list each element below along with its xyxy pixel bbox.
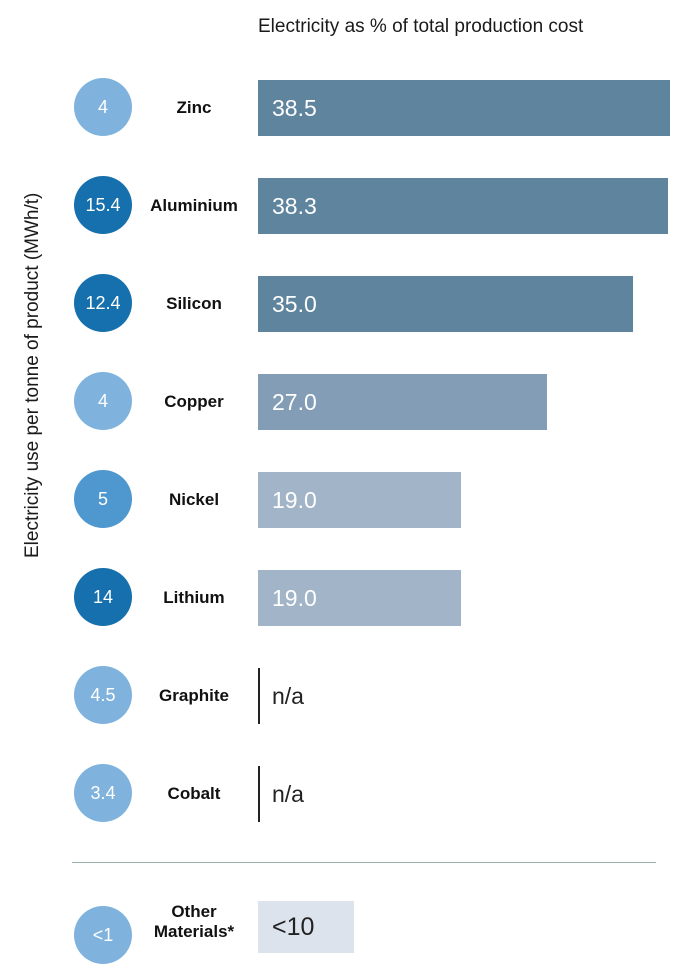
na-marker-cobalt <box>258 766 260 822</box>
category-label-copper: Copper <box>164 392 224 411</box>
usage-circle-aluminium: 15.4 <box>74 176 132 234</box>
bar-zinc <box>258 80 670 136</box>
category-label-graphite: Graphite <box>159 686 229 705</box>
na-label-cobalt: n/a <box>272 781 304 807</box>
usage-circle-nickel: 5 <box>74 470 132 528</box>
bar-value-label-silicon: 35.0 <box>272 291 317 317</box>
bar-value-label-lithium: 19.0 <box>272 585 317 611</box>
other-materials-usage-circle: <1 <box>74 906 132 964</box>
chart-title: Electricity as % of total production cos… <box>258 16 584 37</box>
usage-circle-silicon: 12.4 <box>74 274 132 332</box>
usage-circle-cobalt: 3.4 <box>74 764 132 822</box>
usage-circle-copper: 4 <box>74 372 132 430</box>
chart-row-lithium: 14 Lithium 19.0 <box>0 568 673 666</box>
na-marker-graphite <box>258 668 260 724</box>
other-materials-label-line2: Materials* <box>153 922 235 941</box>
category-label-nickel: Nickel <box>168 490 220 509</box>
chart-row-nickel: 5 Nickel 19.0 <box>0 470 673 568</box>
chart-row-aluminium: 15.4 Aluminium 38.3 <box>0 176 673 274</box>
bar-aluminium <box>258 178 668 234</box>
bar-value-label-copper: 27.0 <box>272 389 317 415</box>
bar-value-label-aluminium: 38.3 <box>272 193 317 219</box>
category-label-zinc: Zinc <box>176 98 212 117</box>
divider <box>72 862 656 863</box>
chart-row-silicon: 12.4 Silicon 35.0 <box>0 274 673 372</box>
bar-nickel <box>258 472 462 528</box>
chart-row-graphite: 4.5 Graphite n/a <box>0 666 673 764</box>
bar-lithium <box>258 570 462 626</box>
bar-copper <box>258 374 547 430</box>
other-materials-box <box>258 901 354 953</box>
category-label-silicon: Silicon <box>166 294 222 313</box>
bar-value-label-zinc: 38.5 <box>272 95 317 121</box>
usage-circle-zinc: 4 <box>74 78 132 136</box>
na-label-graphite: n/a <box>272 683 304 709</box>
other-materials-label-line1: Other <box>171 902 217 921</box>
usage-circle-lithium: 14 <box>74 568 132 626</box>
category-label-cobalt: Cobalt <box>167 784 221 803</box>
chart-row-copper: 4 Copper 27.0 <box>0 372 673 470</box>
usage-circle-graphite: 4.5 <box>74 666 132 724</box>
other-materials-value: <10 <box>272 913 315 941</box>
bar-value-label-nickel: 19.0 <box>272 487 317 513</box>
other-materials-label-text: Other Materials* <box>154 902 234 941</box>
category-label-lithium: Lithium <box>163 588 225 607</box>
other-materials-row: <1 Other Materials* <10 <box>0 900 673 964</box>
category-label-aluminium: Aluminium <box>150 196 238 215</box>
chart-row-zinc: 4 Zinc 38.5 <box>0 78 673 176</box>
bar-silicon <box>258 276 633 332</box>
other-materials-label: Other Materials* <box>138 902 250 942</box>
chart-row-cobalt: 3.4 Cobalt n/a <box>0 764 673 862</box>
